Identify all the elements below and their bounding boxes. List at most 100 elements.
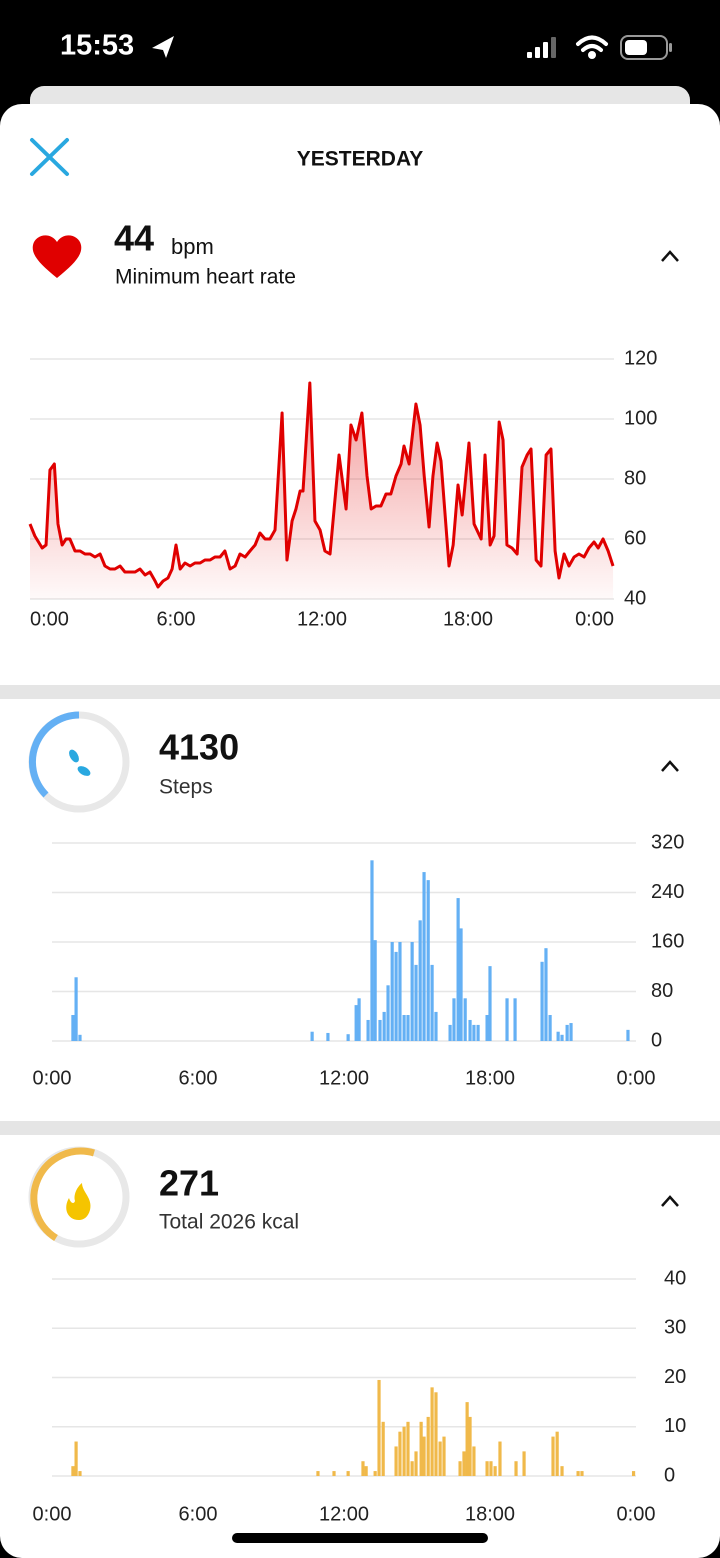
area <box>30 383 614 599</box>
close-button[interactable] <box>30 138 69 176</box>
y-tick-label: 100 <box>624 407 657 429</box>
y-tick-label: 160 <box>651 930 684 952</box>
bar <box>310 1031 314 1041</box>
bar <box>493 1466 497 1476</box>
y-tick-label: 40 <box>664 1267 686 1289</box>
bar <box>468 1019 472 1041</box>
bar <box>458 1461 462 1476</box>
bar <box>418 920 422 1041</box>
bar <box>316 1471 320 1476</box>
bar <box>78 1471 82 1476</box>
bar <box>414 1451 418 1476</box>
bar <box>498 1441 502 1476</box>
bar <box>406 1421 410 1476</box>
collapse-button[interactable] <box>661 250 679 262</box>
bar <box>472 1024 476 1041</box>
heart-rate-label: Minimum heart rate <box>115 266 296 289</box>
bar <box>394 1446 398 1476</box>
bar <box>465 1402 469 1476</box>
bar <box>513 998 517 1041</box>
bar <box>71 1466 75 1476</box>
bar <box>452 998 456 1041</box>
heart-rate-value: 44 <box>114 218 154 259</box>
bar <box>74 977 78 1041</box>
bar <box>398 942 402 1041</box>
bar <box>390 942 394 1041</box>
bar <box>402 1426 406 1476</box>
y-tick-label: 0 <box>651 1029 662 1051</box>
bar <box>485 1015 489 1041</box>
y-tick-label: 80 <box>651 980 673 1002</box>
bar <box>448 1024 452 1041</box>
bar <box>472 1446 476 1476</box>
bar <box>555 1431 559 1476</box>
bar <box>354 1005 358 1041</box>
collapse-button[interactable] <box>661 760 679 772</box>
divider <box>0 1121 720 1135</box>
bar <box>463 998 467 1041</box>
home-indicator <box>232 1533 488 1543</box>
bar <box>631 1471 636 1476</box>
x-tick-label: 12:00 <box>297 608 347 630</box>
bar <box>422 872 426 1041</box>
steps-label: Steps <box>159 776 213 799</box>
bar <box>394 951 398 1041</box>
bar <box>71 1015 75 1041</box>
bar <box>398 1431 402 1476</box>
calories-ring-progress <box>30 1147 95 1241</box>
bar <box>370 860 374 1041</box>
collapse-button[interactable] <box>661 1195 679 1207</box>
y-tick-label: 60 <box>624 527 646 549</box>
bar <box>456 898 460 1041</box>
bar <box>576 1471 580 1476</box>
bar <box>468 1416 472 1476</box>
x-tick-label: 12:00 <box>319 1503 369 1525</box>
bar <box>551 1436 555 1476</box>
bar <box>514 1461 518 1476</box>
calories-value: 271 <box>159 1163 219 1204</box>
bar <box>485 1461 489 1476</box>
x-tick-label: 6:00 <box>179 1067 218 1089</box>
bar <box>434 1011 438 1041</box>
sheet <box>0 104 720 1558</box>
bar <box>430 964 434 1041</box>
y-tick-label: 30 <box>664 1317 686 1339</box>
bar <box>402 1015 406 1041</box>
bar <box>488 966 492 1041</box>
bar <box>332 1471 336 1476</box>
bar <box>422 1436 426 1476</box>
bar <box>381 1421 385 1476</box>
y-tick-label: 40 <box>624 587 646 609</box>
bar <box>378 1019 382 1041</box>
y-tick-label: 10 <box>664 1415 686 1437</box>
bar <box>505 998 509 1041</box>
y-tick-label: 80 <box>624 467 646 489</box>
bar <box>410 1461 414 1476</box>
heart-icon <box>32 235 82 278</box>
x-tick-label: 6:00 <box>179 1503 218 1525</box>
heart-rate-unit: bpm <box>171 234 214 259</box>
bar <box>346 1471 350 1476</box>
bar <box>410 942 414 1041</box>
y-tick-label: 240 <box>651 881 684 903</box>
bar <box>373 940 377 1041</box>
x-tick-label: 0:00 <box>30 608 69 630</box>
bar <box>489 1461 493 1476</box>
bar <box>556 1031 560 1041</box>
bar <box>548 1015 552 1041</box>
bar <box>430 1387 434 1476</box>
bar <box>373 1471 377 1476</box>
y-tick-label: 0 <box>664 1464 675 1486</box>
bar <box>364 1466 368 1476</box>
location-icon <box>152 36 174 58</box>
y-tick-label: 20 <box>664 1366 686 1388</box>
bar <box>426 1416 430 1476</box>
signal-icon <box>527 37 556 58</box>
x-tick-label: 0:00 <box>33 1067 72 1089</box>
bar <box>569 1023 573 1041</box>
y-tick-label: 120 <box>624 347 657 369</box>
bar <box>462 1451 466 1476</box>
bar <box>438 1441 442 1476</box>
